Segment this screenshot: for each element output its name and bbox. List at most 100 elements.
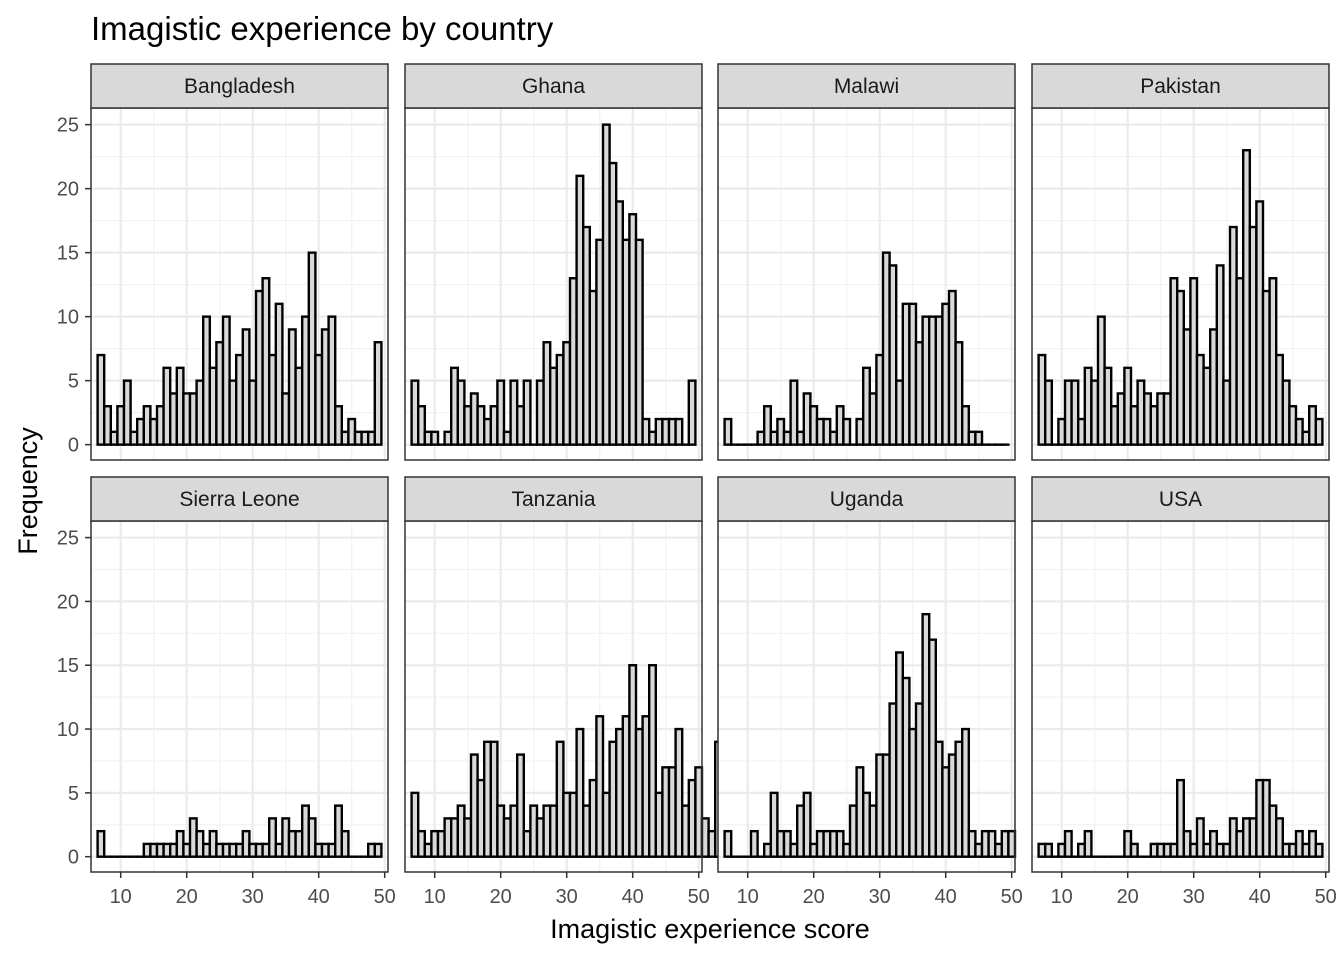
facet-strip-label: Ghana — [522, 75, 585, 98]
facet-strip-label: Malawi — [834, 75, 899, 98]
histogram-bar — [1314, 842, 1324, 858]
x-tick-label: 20 — [1117, 886, 1139, 908]
histogram-bar — [334, 405, 344, 446]
x-tick-label: 40 — [935, 886, 957, 908]
histogram-bars — [723, 612, 1017, 858]
x-tick-label: 10 — [424, 886, 446, 908]
histogram-bar — [648, 664, 658, 858]
histogram-bar — [327, 315, 337, 446]
facet-strip-label: USA — [1159, 488, 1202, 511]
histogram-bar — [96, 829, 106, 858]
facet-strip — [717, 476, 1016, 522]
facet-panel-pakistan: Pakistan — [1031, 63, 1330, 461]
y-tick-label: 10 — [57, 719, 79, 741]
histogram-bar — [307, 817, 317, 858]
facet-strip-label: Sierra Leone — [179, 488, 299, 511]
x-tick-label: 20 — [176, 886, 198, 908]
x-tick-label: 30 — [242, 886, 264, 908]
histogram-bar — [340, 829, 350, 858]
facet-strip — [404, 63, 703, 109]
x-tick-label: 10 — [1051, 886, 1073, 908]
histogram-bar — [1175, 778, 1185, 858]
x-tick-label: 50 — [1315, 886, 1337, 908]
facet-strip — [404, 476, 703, 522]
histogram-bar — [1314, 417, 1324, 446]
x-tick-label: 30 — [556, 886, 578, 908]
panel-background — [91, 521, 388, 872]
chart-title: Imagistic experience by country — [91, 10, 554, 47]
histogram-bar — [687, 379, 697, 446]
histogram-bar — [954, 341, 964, 446]
histogram-bar — [961, 727, 971, 858]
histogram-bar — [1043, 842, 1053, 858]
histogram-bar — [268, 817, 278, 858]
y-tick-label: 25 — [57, 115, 79, 137]
histogram-bar — [674, 727, 684, 858]
y-tick-label: 10 — [57, 307, 79, 329]
x-tick-label: 40 — [1249, 886, 1271, 908]
histogram-bars — [96, 804, 383, 858]
facet-strip-label: Pakistan — [1140, 75, 1221, 98]
y-tick-label: 5 — [68, 783, 79, 805]
x-tick-label: 10 — [737, 886, 759, 908]
histogram-bar — [749, 829, 759, 858]
facet-panel-malawi: Malawi — [717, 63, 1016, 461]
histogram-bars — [1037, 778, 1324, 858]
histogram-bar — [723, 829, 733, 858]
histogram-bar — [961, 405, 971, 446]
facet-panels: Bangladesh 0 5 10 15 20 25 Ghana Malawi Pakistan S… — [57, 63, 1337, 908]
histogram-bar — [888, 264, 898, 446]
histogram-bar — [1063, 829, 1073, 858]
histogram-bar — [373, 341, 383, 446]
y-tick-label: 25 — [57, 528, 79, 550]
histogram-bar — [789, 379, 799, 446]
histogram-bar — [634, 238, 644, 446]
x-tick-label: 30 — [1183, 886, 1205, 908]
histogram-bar — [674, 417, 684, 446]
y-tick-label: 0 — [68, 847, 79, 869]
histogram-bar — [430, 430, 440, 446]
histogram-bar — [595, 715, 605, 858]
histogram-bar — [417, 405, 427, 446]
histogram-bar — [1195, 817, 1205, 858]
histogram-bar — [769, 791, 779, 858]
histogram-bars — [410, 123, 697, 446]
x-tick-label: 50 — [688, 886, 710, 908]
y-tick-label: 20 — [57, 591, 79, 613]
facet-panel-tanzania: Tanzania 10 20 30 40 50 — [404, 476, 724, 908]
histogram-bar — [842, 417, 852, 446]
histogram-bar — [1007, 829, 1017, 858]
x-tick-label: 40 — [622, 886, 644, 908]
facet-strip — [717, 63, 1016, 109]
x-tick-label: 20 — [803, 886, 825, 908]
histogram-bar — [102, 405, 112, 446]
y-tick-label: 15 — [57, 243, 79, 265]
x-tick-label: 30 — [869, 886, 891, 908]
x-tick-label: 10 — [110, 886, 132, 908]
facet-panel-uganda: Uganda 10 20 30 40 50 — [717, 476, 1023, 908]
facet-panel-ghana: Ghana — [404, 63, 703, 461]
histogram-bar — [307, 251, 317, 446]
facet-strip-label: Uganda — [830, 488, 904, 511]
histogram-bar — [1215, 264, 1225, 446]
histogram-bar — [1070, 379, 1080, 446]
x-tick-label: 50 — [374, 886, 396, 908]
x-tick-label: 50 — [1001, 886, 1023, 908]
histogram-bars — [1037, 149, 1324, 446]
histogram-bar — [410, 791, 420, 858]
facet-panel-sierra-leone: Sierra Leone 0 5 10 15 20 25 10 20 30 40 50 — [57, 476, 396, 908]
histogram-bar — [802, 791, 812, 858]
y-tick-label: 0 — [68, 435, 79, 457]
facet-strip — [1031, 63, 1330, 109]
facet-strip-label: Bangladesh — [184, 75, 295, 98]
histogram-bars — [96, 251, 383, 446]
y-tick-label: 15 — [57, 655, 79, 677]
facet-strip — [90, 476, 389, 522]
histogram-bar — [575, 727, 585, 858]
facet-strip — [90, 63, 389, 109]
x-tick-label: 20 — [490, 886, 512, 908]
facet-strip-label: Tanzania — [511, 488, 595, 511]
histogram-bar — [516, 753, 526, 858]
histogram-bar — [496, 379, 506, 446]
